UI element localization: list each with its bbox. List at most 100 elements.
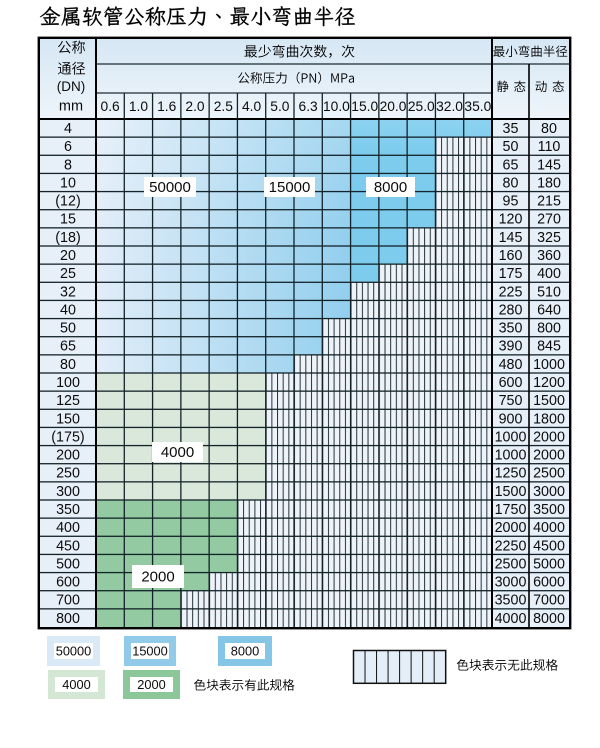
svg-text:1250: 1250 xyxy=(495,466,527,482)
svg-text:2000: 2000 xyxy=(137,677,165,692)
svg-text:4000: 4000 xyxy=(62,677,90,692)
svg-text:6000: 6000 xyxy=(533,575,565,591)
svg-text:32: 32 xyxy=(60,284,76,300)
svg-text:15000: 15000 xyxy=(132,643,168,658)
svg-text:3000: 3000 xyxy=(495,575,527,591)
svg-text:845: 845 xyxy=(537,339,561,355)
svg-text:300: 300 xyxy=(56,484,80,500)
svg-text:4000: 4000 xyxy=(495,611,527,627)
svg-text:600: 600 xyxy=(499,375,523,391)
svg-text:2500: 2500 xyxy=(533,466,565,482)
svg-text:50: 50 xyxy=(503,139,519,155)
svg-text:8: 8 xyxy=(64,157,72,173)
svg-text:(18): (18) xyxy=(55,230,80,246)
svg-text:(DN): (DN) xyxy=(57,79,86,94)
svg-text:7000: 7000 xyxy=(533,593,565,609)
svg-text:150: 150 xyxy=(56,411,80,427)
svg-text:4000: 4000 xyxy=(533,520,565,536)
svg-text:145: 145 xyxy=(537,157,561,173)
svg-text:65: 65 xyxy=(60,339,76,355)
svg-text:4000: 4000 xyxy=(161,444,194,461)
svg-text:2500: 2500 xyxy=(495,556,527,572)
svg-text:900: 900 xyxy=(499,411,523,427)
svg-text:2.0: 2.0 xyxy=(185,99,205,114)
svg-text:175: 175 xyxy=(499,266,523,282)
svg-text:40: 40 xyxy=(60,302,76,318)
svg-text:2000: 2000 xyxy=(533,429,565,445)
svg-text:25: 25 xyxy=(60,266,76,282)
svg-text:80: 80 xyxy=(541,121,557,137)
svg-text:160: 160 xyxy=(499,248,523,264)
svg-text:325: 325 xyxy=(537,230,561,246)
svg-text:25.0: 25.0 xyxy=(408,99,435,114)
svg-text:8000: 8000 xyxy=(374,179,407,196)
svg-text:10: 10 xyxy=(60,175,76,191)
svg-text:0.6: 0.6 xyxy=(101,99,121,114)
svg-text:10.0: 10.0 xyxy=(323,99,350,114)
svg-text:800: 800 xyxy=(56,611,80,627)
svg-text:5.0: 5.0 xyxy=(270,99,290,114)
svg-text:390: 390 xyxy=(499,339,523,355)
svg-text:2000: 2000 xyxy=(495,520,527,536)
svg-text:1000: 1000 xyxy=(533,357,565,373)
svg-text:215: 215 xyxy=(537,194,561,210)
svg-text:1750: 1750 xyxy=(495,502,527,518)
svg-text:2000: 2000 xyxy=(533,448,565,464)
svg-text:700: 700 xyxy=(56,593,80,609)
svg-text:120: 120 xyxy=(499,212,523,228)
svg-text:32.0: 32.0 xyxy=(436,99,463,114)
svg-text:2000: 2000 xyxy=(141,569,174,586)
svg-text:50: 50 xyxy=(60,321,76,337)
svg-text:180: 180 xyxy=(537,175,561,191)
svg-text:15: 15 xyxy=(60,212,76,228)
svg-text:4.0: 4.0 xyxy=(242,99,262,114)
svg-text:1000: 1000 xyxy=(495,448,527,464)
svg-text:15000: 15000 xyxy=(269,179,311,196)
svg-text:750: 750 xyxy=(499,393,523,409)
svg-text:20: 20 xyxy=(60,248,76,264)
svg-text:1.0: 1.0 xyxy=(129,99,149,114)
svg-text:8000: 8000 xyxy=(533,611,565,627)
svg-text:1500: 1500 xyxy=(533,393,565,409)
svg-text:110: 110 xyxy=(538,139,561,155)
svg-text:640: 640 xyxy=(537,302,561,318)
svg-text:8000: 8000 xyxy=(231,643,259,658)
svg-text:100: 100 xyxy=(56,375,80,391)
svg-text:50000: 50000 xyxy=(56,643,92,658)
svg-text:350: 350 xyxy=(56,502,80,518)
svg-text:2250: 2250 xyxy=(495,538,527,554)
svg-text:800: 800 xyxy=(537,321,561,337)
svg-text:400: 400 xyxy=(537,266,561,282)
svg-text:125: 125 xyxy=(56,393,80,409)
svg-text:mm: mm xyxy=(59,99,83,115)
svg-text:4: 4 xyxy=(64,121,72,137)
svg-text:280: 280 xyxy=(499,302,523,318)
svg-text:80: 80 xyxy=(503,175,519,191)
svg-text:145: 145 xyxy=(499,230,523,246)
svg-text:6.3: 6.3 xyxy=(299,99,319,114)
svg-text:5000: 5000 xyxy=(533,556,565,572)
svg-text:80: 80 xyxy=(60,357,76,373)
svg-text:360: 360 xyxy=(537,248,561,264)
svg-text:1500: 1500 xyxy=(495,484,527,500)
svg-text:500: 500 xyxy=(56,556,80,572)
svg-text:200: 200 xyxy=(56,448,80,464)
svg-text:600: 600 xyxy=(56,575,80,591)
svg-text:225: 225 xyxy=(499,284,523,300)
svg-text:350: 350 xyxy=(499,321,523,337)
svg-text:3500: 3500 xyxy=(495,593,527,609)
svg-text:65: 65 xyxy=(503,157,519,173)
svg-text:50000: 50000 xyxy=(149,179,191,196)
svg-text:4500: 4500 xyxy=(533,538,565,554)
svg-text:6: 6 xyxy=(64,139,72,155)
svg-text:1800: 1800 xyxy=(533,411,565,427)
svg-text:20.0: 20.0 xyxy=(380,99,407,114)
svg-text:400: 400 xyxy=(56,520,80,536)
svg-text:3500: 3500 xyxy=(533,502,565,518)
svg-text:95: 95 xyxy=(503,194,519,210)
svg-text:250: 250 xyxy=(56,466,80,482)
svg-text:270: 270 xyxy=(537,212,561,228)
svg-text:480: 480 xyxy=(499,357,523,373)
svg-text:2.5: 2.5 xyxy=(214,99,234,114)
svg-text:1.6: 1.6 xyxy=(157,99,177,114)
